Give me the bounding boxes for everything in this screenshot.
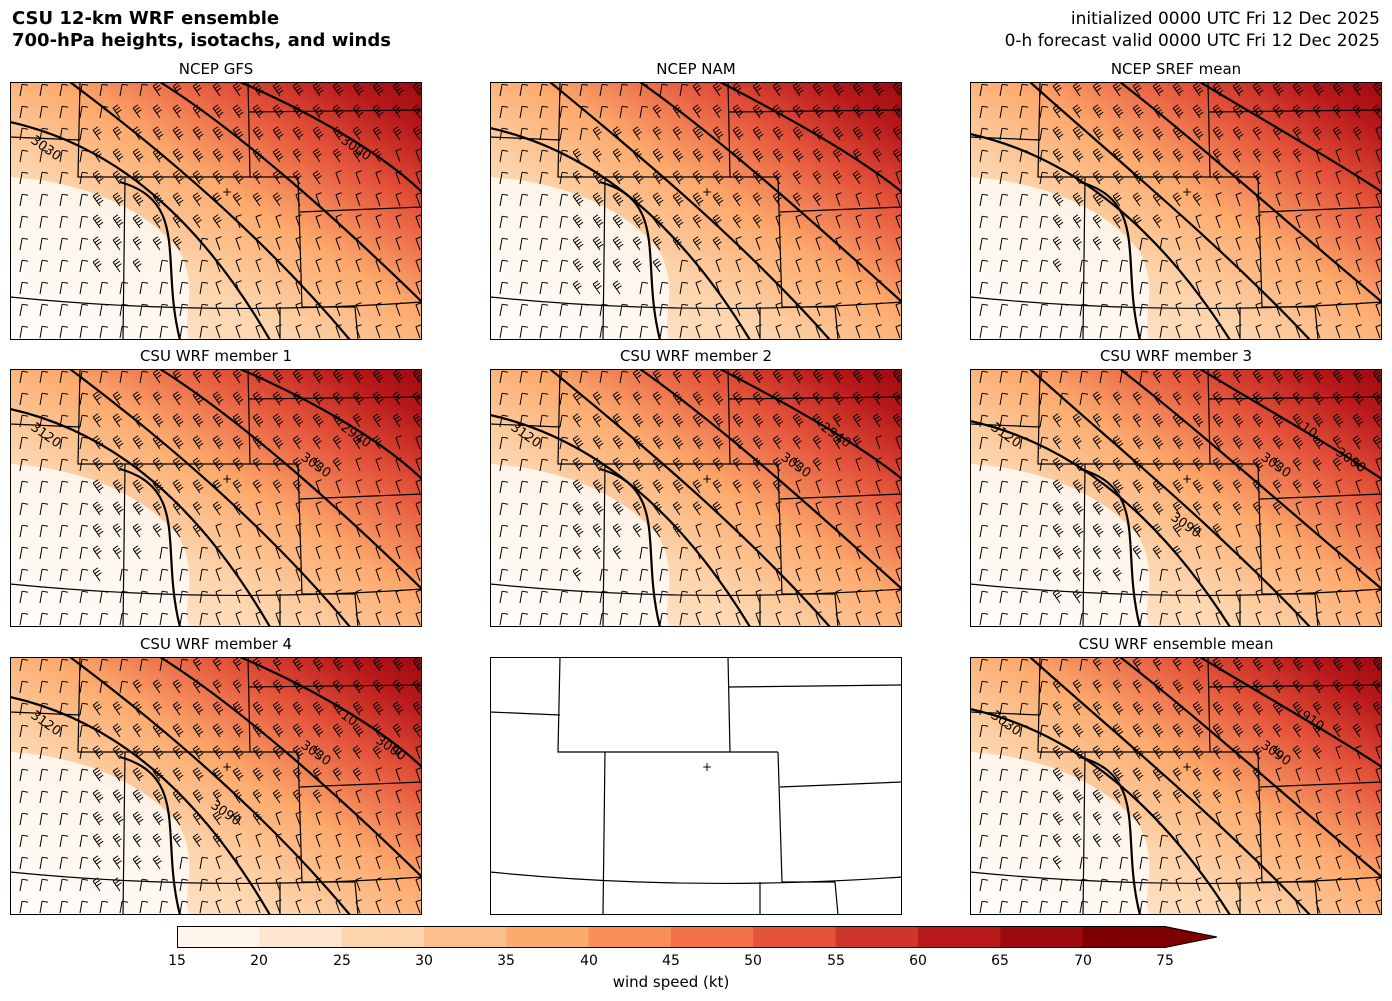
panel-title-nam: NCEP NAM: [656, 60, 736, 78]
colorbar-tick: 35: [497, 953, 515, 969]
colorbar-segment: [177, 926, 260, 948]
colorbar-tick: 60: [909, 953, 927, 969]
map-panel-member3: +10 3120 3030 3000 3090: [970, 369, 1382, 627]
colorbar-segment: [753, 926, 837, 948]
valid-time: 0-h forecast valid 0000 UTC Fri 12 Dec 2…: [1004, 31, 1380, 51]
colorbar-segment: [671, 926, 754, 948]
panel-title-member3: CSU WRF member 3: [1099, 347, 1253, 365]
colorbar-segment: [259, 926, 343, 948]
init-time: initialized 0000 UTC Fri 12 Dec 2025: [1070, 9, 1380, 29]
colorbar-tick: 25: [333, 953, 351, 969]
panel-title-member2: CSU WRF member 2: [619, 347, 773, 365]
station-marker-icon: +: [1182, 472, 1192, 486]
colorbar-tick: 20: [250, 953, 268, 969]
colorbar-scale: [177, 926, 1218, 948]
figure-title: CSU 12-km WRF ensemble 700-hPa heights, …: [12, 8, 391, 52]
colorbar-segment: [1000, 926, 1084, 948]
station-marker-icon: +: [702, 185, 712, 199]
colorbar-segment: [1082, 926, 1166, 948]
map-panel-member4: +10 3120 3030 3000 3090: [10, 657, 422, 915]
colorbar-tick: 45: [662, 953, 680, 969]
colorbar-tick: 40: [580, 953, 598, 969]
map-panel-nam: +: [490, 82, 902, 340]
station-marker-icon: +: [1182, 185, 1192, 199]
map-panel-member1: +2940 3120 3030: [10, 369, 422, 627]
panel-title-sref: NCEP SREF mean: [1110, 60, 1242, 78]
colorbar-tick: 75: [1156, 953, 1174, 969]
figure-timestamp: initialized 0000 UTC Fri 12 Dec 2025 0-h…: [1005, 8, 1380, 52]
station-marker-icon: +: [702, 472, 712, 486]
panel-title-member1: CSU WRF member 1: [139, 347, 293, 365]
colorbar-segment: [341, 926, 425, 948]
map-svg: +: [970, 82, 1382, 340]
station-marker-icon: +: [1182, 760, 1192, 774]
map-panel-ens-mean: +910 3030 3090: [970, 657, 1382, 915]
title-line-1: CSU 12-km WRF ensemble: [12, 8, 280, 29]
map-panel-member2: +2940 3120 3030: [490, 369, 902, 627]
colorbar-segment: [918, 926, 1001, 948]
map-panel-gfs: +3000 3030: [10, 82, 422, 340]
station-marker-icon: +: [702, 760, 712, 774]
map-svg: +: [490, 657, 902, 915]
colorbar-tick: 30: [415, 953, 433, 969]
title-line-2: 700-hPa heights, isotachs, and winds: [12, 30, 391, 51]
colorbar-tick: 50: [744, 953, 762, 969]
panel-title-ens-mean: CSU WRF ensemble mean: [1078, 635, 1274, 653]
colorbar-tick: 15: [168, 953, 186, 969]
colorbar-segment: [506, 926, 590, 948]
station-marker-icon: +: [222, 760, 232, 774]
panel-title-member4: CSU WRF member 4: [139, 635, 293, 653]
colorbar-tick: 70: [1074, 953, 1092, 969]
map-panel-blank: +: [490, 657, 902, 915]
station-marker-icon: +: [222, 185, 232, 199]
colorbar-segment: [588, 926, 672, 948]
colorbar-tick: 55: [827, 953, 845, 969]
colorbar-tick: 65: [991, 953, 1009, 969]
station-marker-icon: +: [222, 472, 232, 486]
colorbar: [177, 926, 1222, 956]
colorbar-label: wind speed (kt): [612, 973, 730, 991]
map-svg: +: [490, 82, 902, 340]
map-panel-sref: +: [970, 82, 1382, 340]
colorbar-segment: [424, 926, 507, 948]
colorbar-segment: [835, 926, 919, 948]
panel-title-gfs: NCEP GFS: [178, 60, 254, 78]
